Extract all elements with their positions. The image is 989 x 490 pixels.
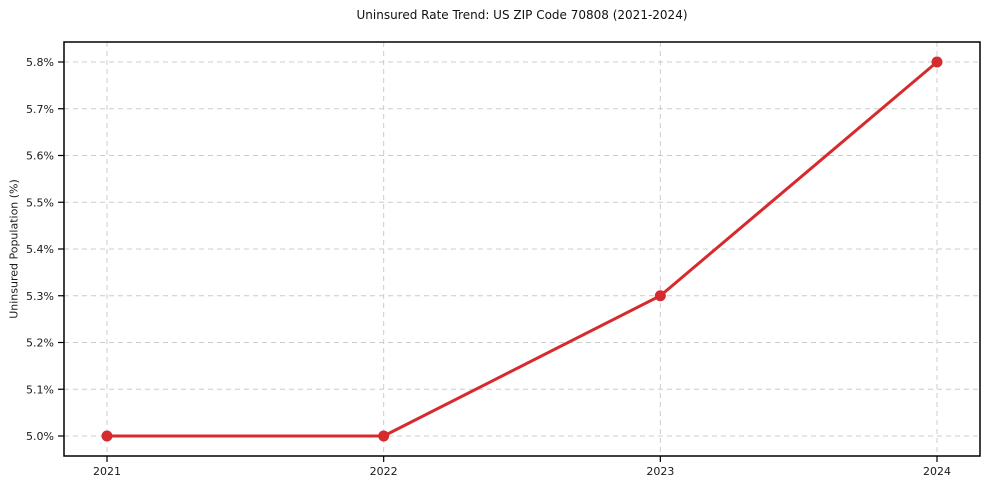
y-tick-label: 5.1%	[26, 383, 54, 396]
x-tick-label: 2023	[646, 465, 674, 478]
x-tick-label: 2021	[93, 465, 121, 478]
y-tick-label: 5.2%	[26, 337, 54, 350]
y-tick-label: 5.4%	[26, 243, 54, 256]
chart-title: Uninsured Rate Trend: US ZIP Code 70808 …	[356, 8, 688, 22]
y-axis-label: Uninsured Population (%)	[7, 179, 21, 319]
trend-line	[105, 60, 939, 438]
x-tick-label: 2024	[923, 465, 951, 478]
y-tick-label: 5.3%	[26, 290, 54, 303]
data-point-2023	[654, 290, 666, 302]
data-point-2021	[101, 430, 113, 442]
y-tick-label: 5.8%	[26, 56, 54, 69]
y-tick-label: 5.6%	[26, 150, 54, 163]
data-point-2024	[931, 56, 943, 68]
y-tick-label: 5.7%	[26, 103, 54, 116]
data-point-2022	[378, 430, 390, 442]
x-tick-label: 2022	[370, 465, 398, 478]
y-tick-label: 5.5%	[26, 196, 54, 209]
y-tick-label: 5.0%	[26, 430, 54, 443]
